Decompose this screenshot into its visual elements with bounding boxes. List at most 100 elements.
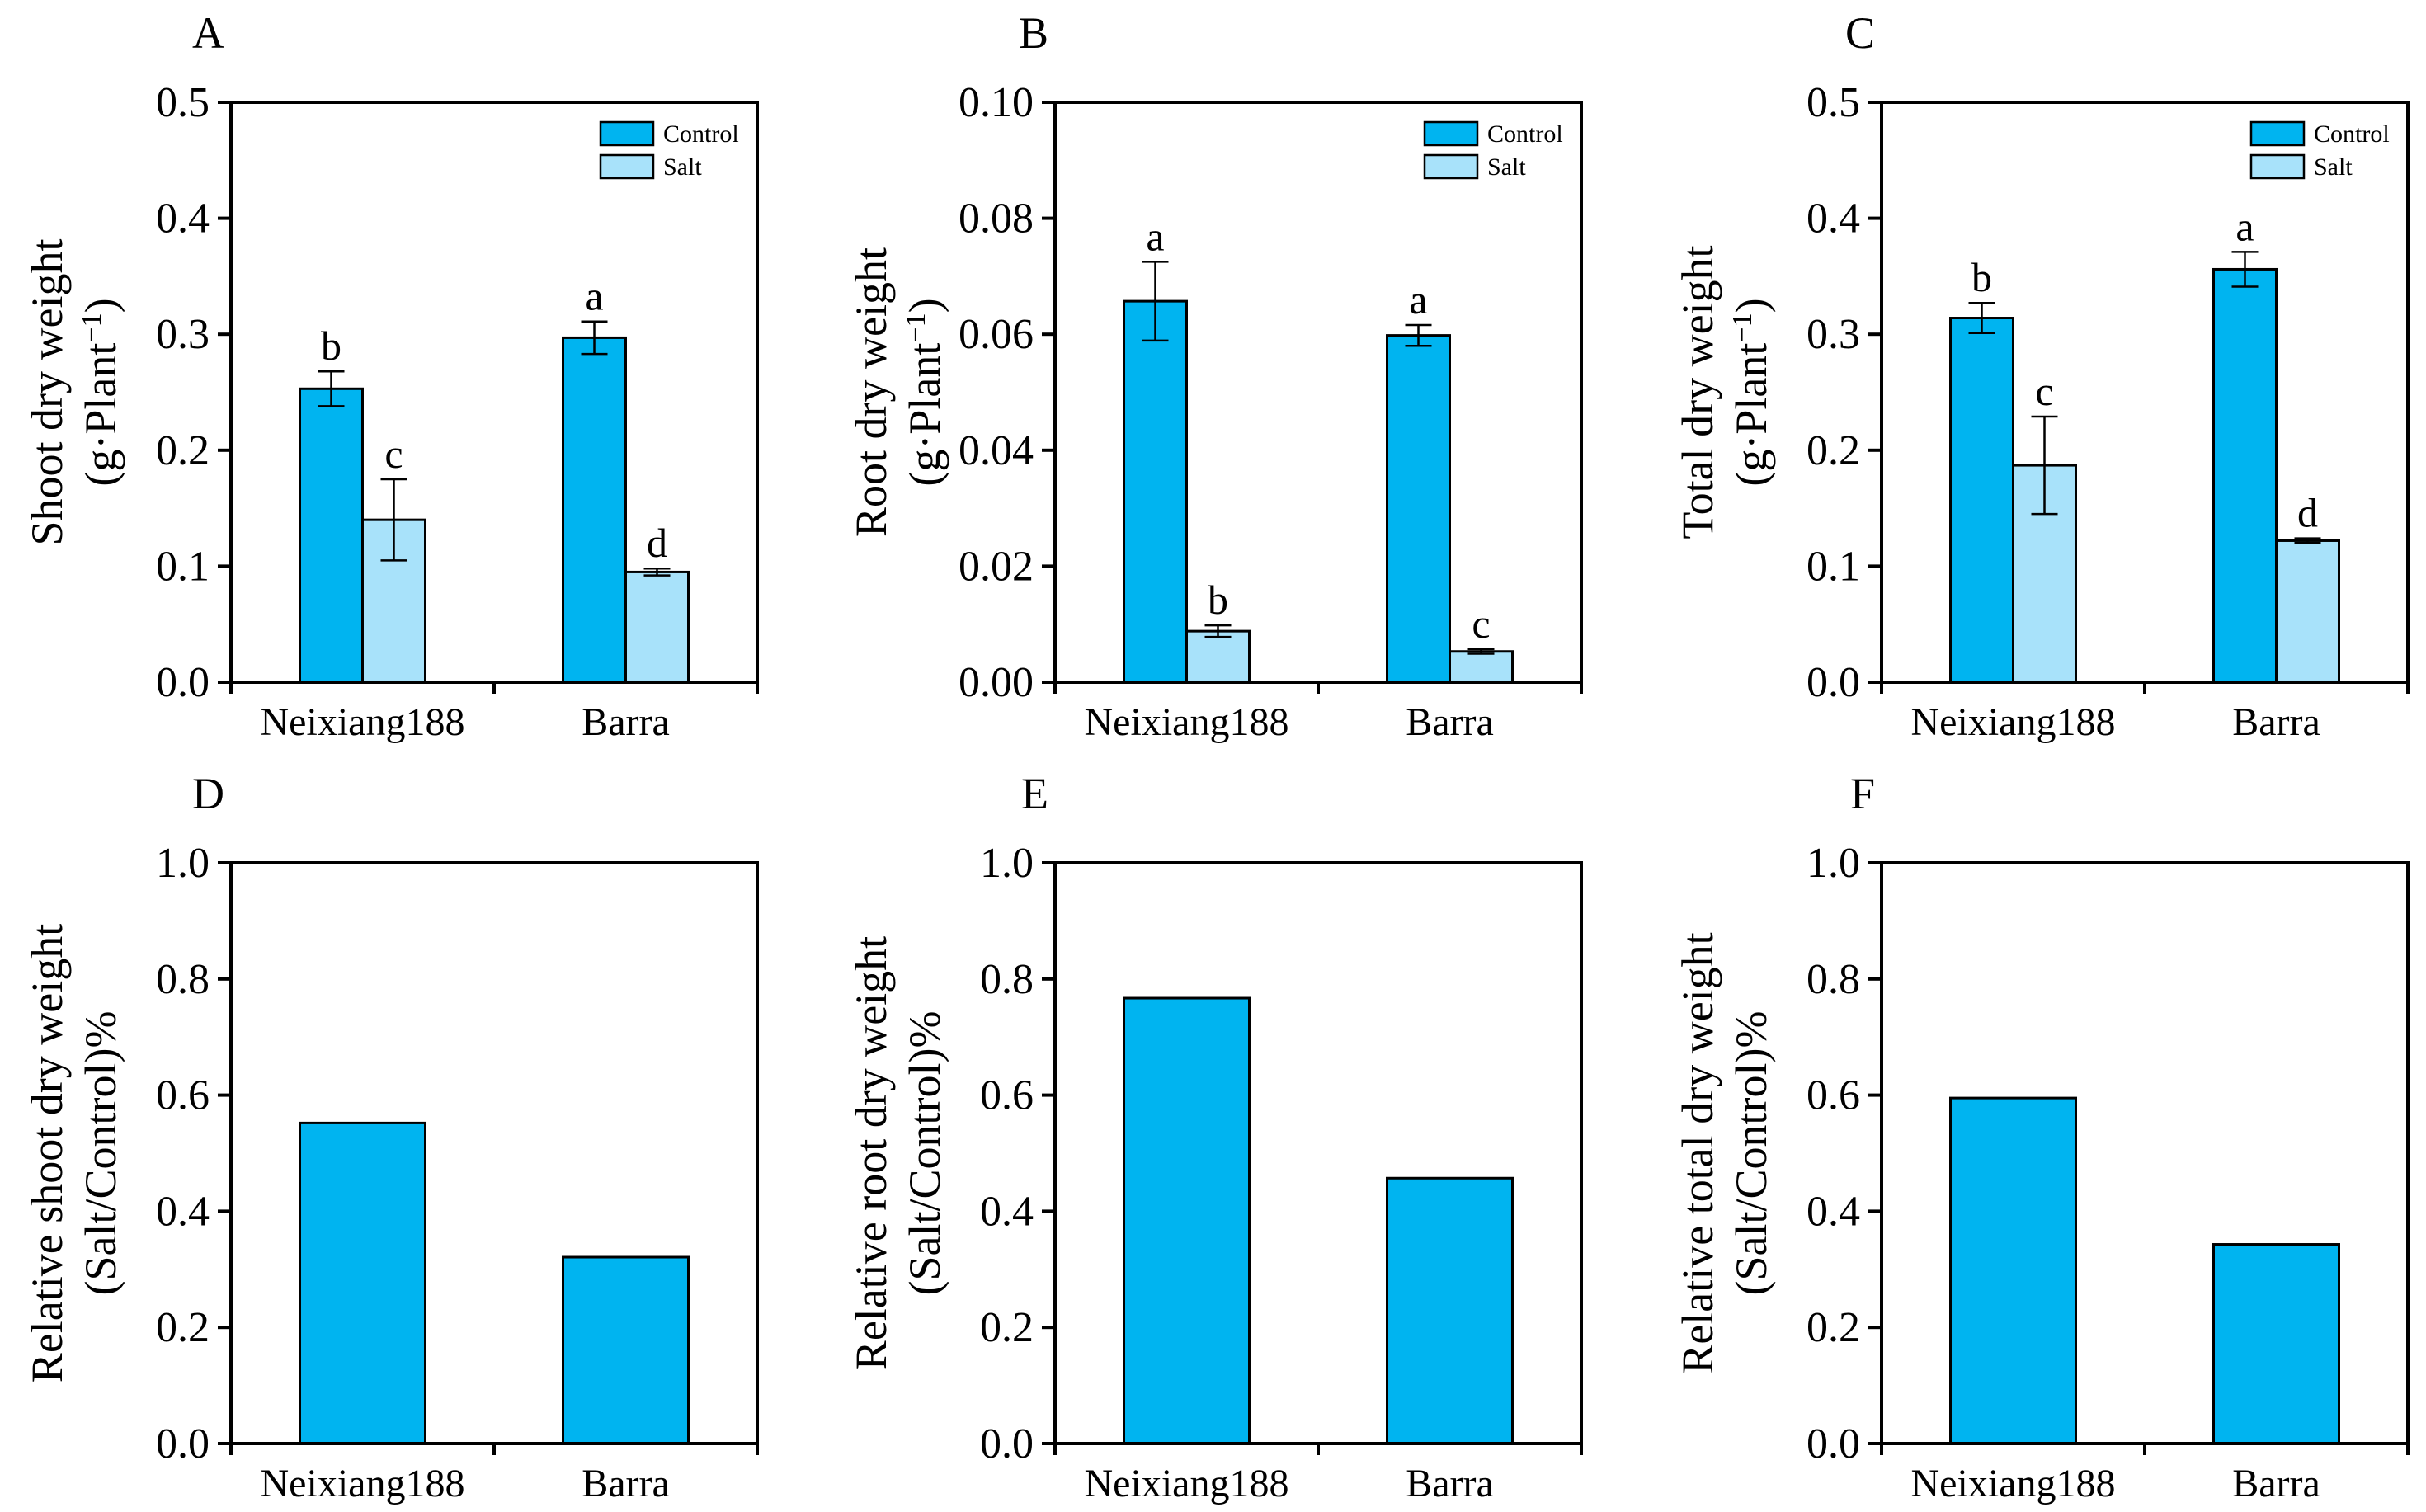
y-axis-unit: (Salt/Control)% — [1726, 1011, 1776, 1296]
panel-label: D — [192, 769, 224, 818]
panel-label: C — [1845, 8, 1875, 58]
y-axis-label: Relative total dry weight — [1673, 932, 1722, 1373]
y-tick-label: 0.8 — [1807, 956, 1860, 1003]
category-label: Neixiang188 — [261, 700, 465, 744]
y-tick-label: 1.0 — [156, 840, 210, 887]
y-tick-label: 0.02 — [959, 543, 1034, 590]
significance-letter: b — [321, 323, 342, 369]
bar-control-barra — [562, 336, 627, 684]
panel-label: E — [1021, 769, 1048, 818]
bar-control-neixiang188 — [1949, 317, 2014, 684]
y-tick-label: 0.4 — [156, 195, 210, 243]
y-tick-label: 0.5 — [1807, 79, 1860, 126]
category-label: Barra — [582, 1462, 670, 1505]
significance-letter: a — [2235, 203, 2254, 249]
bar-relative-barra — [2212, 1243, 2340, 1445]
panel-c: Cb a c d 0.0 0.1 0.2 0.3 0.4 0.5 Neixiang188 Barra T… — [1673, 8, 2410, 744]
category-label: Barra — [2232, 700, 2320, 744]
y-tick-label: 1.0 — [980, 840, 1034, 887]
y-tick-label: 0.08 — [959, 195, 1034, 243]
y-axis-unit-main: (Salt/Control)% — [1726, 1011, 1776, 1296]
panel-f: F 0.0 0.2 0.4 0.6 0.8 1.0 Neixiang188 Barra Relat… — [1673, 769, 2410, 1505]
y-tick-label: 0.4 — [1807, 195, 1860, 243]
y-tick-label: 0.3 — [1807, 311, 1860, 358]
panel-e: E 0.0 0.2 0.4 0.6 0.8 1.0 Neixiang188 Barra Relat… — [846, 769, 1583, 1505]
significance-letter: c — [1472, 601, 1490, 647]
y-tick-label: 0.4 — [1807, 1188, 1860, 1235]
y-axis-unit: (Salt/Control)% — [900, 1011, 949, 1296]
legend-label-control: Control — [1487, 120, 1563, 148]
y-tick-label: 0.00 — [959, 659, 1034, 706]
category-label: Neixiang188 — [261, 1462, 465, 1505]
y-tick-label: 0.0 — [156, 1420, 210, 1467]
y-tick-label: 0.5 — [156, 79, 210, 126]
y-axis-label: Relative root dry weight — [846, 936, 896, 1370]
y-tick-label: 0.1 — [156, 543, 210, 590]
bar-control-barra — [1386, 334, 1451, 684]
bar-salt-barra — [624, 570, 690, 684]
y-tick-label: 1.0 — [1807, 840, 1860, 887]
bar-relative-neixiang188 — [299, 1121, 426, 1445]
category-label: Neixiang188 — [1911, 1462, 2116, 1505]
legend-swatch-salt — [599, 153, 655, 180]
bar-relative-barra — [562, 1255, 690, 1445]
legend-label-control: Control — [663, 120, 739, 148]
y-tick-label: 0.06 — [959, 311, 1034, 358]
panel-b: Ba a b c 0.00 0.02 0.04 0.06 0.08 0.10 Neixiang188… — [846, 8, 1583, 744]
significance-letter: d — [647, 520, 667, 566]
legend-swatch-control — [599, 120, 655, 147]
panel-a: Ab a c d 0.0 0.1 0.2 0.3 0.4 0.5 Neixiang188 Barra S… — [22, 8, 759, 744]
bar-relative-barra — [1386, 1176, 1514, 1445]
panel-label: F — [1850, 769, 1875, 818]
significance-letter: c — [2035, 368, 2053, 414]
category-label: Neixiang188 — [1911, 700, 2116, 744]
y-tick-label: 0.4 — [156, 1188, 210, 1235]
legend-swatch-salt — [2249, 153, 2306, 180]
panel-label: B — [1019, 8, 1048, 58]
y-tick-label: 0.0 — [156, 659, 210, 706]
y-axis-unit-close: ) — [900, 298, 949, 313]
y-axis-unit-exponent: −1 — [901, 313, 931, 342]
y-tick-label: 0.1 — [1807, 543, 1860, 590]
legend-label-salt: Salt — [1487, 153, 1526, 181]
category-label: Barra — [1406, 1462, 1494, 1505]
y-axis-unit-main: (g·Plant — [900, 343, 949, 487]
category-label: Barra — [1406, 700, 1494, 744]
y-tick-label: 0.0 — [1807, 659, 1860, 706]
legend-swatch-salt — [1423, 153, 1479, 180]
y-axis-unit: (g·Plant−1) — [900, 298, 949, 486]
y-axis-unit-main: (g·Plant — [1726, 343, 1776, 487]
y-axis-unit-exponent: −1 — [77, 313, 107, 342]
significance-letter: c — [384, 431, 403, 477]
y-axis-label: Shoot dry weight — [22, 239, 72, 546]
significance-letter: b — [1971, 254, 1992, 300]
panel-label: A — [192, 8, 224, 58]
y-tick-label: 0.4 — [980, 1188, 1034, 1235]
legend-label-control: Control — [2314, 120, 2390, 148]
y-axis-label: Relative shoot dry weight — [22, 924, 72, 1382]
significance-letter: a — [1409, 276, 1427, 323]
y-axis-unit-close: ) — [1726, 298, 1776, 313]
y-axis-unit-main: (Salt/Control)% — [76, 1011, 125, 1296]
bar-relative-neixiang188 — [1123, 996, 1251, 1445]
y-tick-label: 0.10 — [959, 79, 1034, 126]
bar-relative-neixiang188 — [1949, 1096, 2077, 1445]
y-tick-label: 0.2 — [156, 1304, 210, 1351]
y-axis-unit: (g·Plant−1) — [1726, 298, 1776, 486]
significance-letter: a — [1146, 213, 1164, 259]
y-tick-label: 0.3 — [156, 311, 210, 358]
y-tick-label: 0.0 — [1807, 1420, 1860, 1467]
significance-letter: b — [1208, 577, 1228, 623]
y-axis-label: Root dry weight — [846, 247, 896, 537]
y-axis-unit: (Salt/Control)% — [76, 1011, 125, 1296]
y-tick-label: 0.2 — [156, 427, 210, 474]
bar-control-neixiang188 — [1123, 299, 1188, 684]
y-tick-label: 0.6 — [1807, 1072, 1860, 1119]
y-tick-label: 0.6 — [980, 1072, 1034, 1119]
significance-letter: a — [585, 273, 603, 319]
category-label: Neixiang188 — [1085, 700, 1289, 744]
bar-salt-barra — [2275, 539, 2340, 684]
y-tick-label: 0.0 — [980, 1420, 1034, 1467]
y-axis-label: Total dry weight — [1673, 245, 1722, 539]
